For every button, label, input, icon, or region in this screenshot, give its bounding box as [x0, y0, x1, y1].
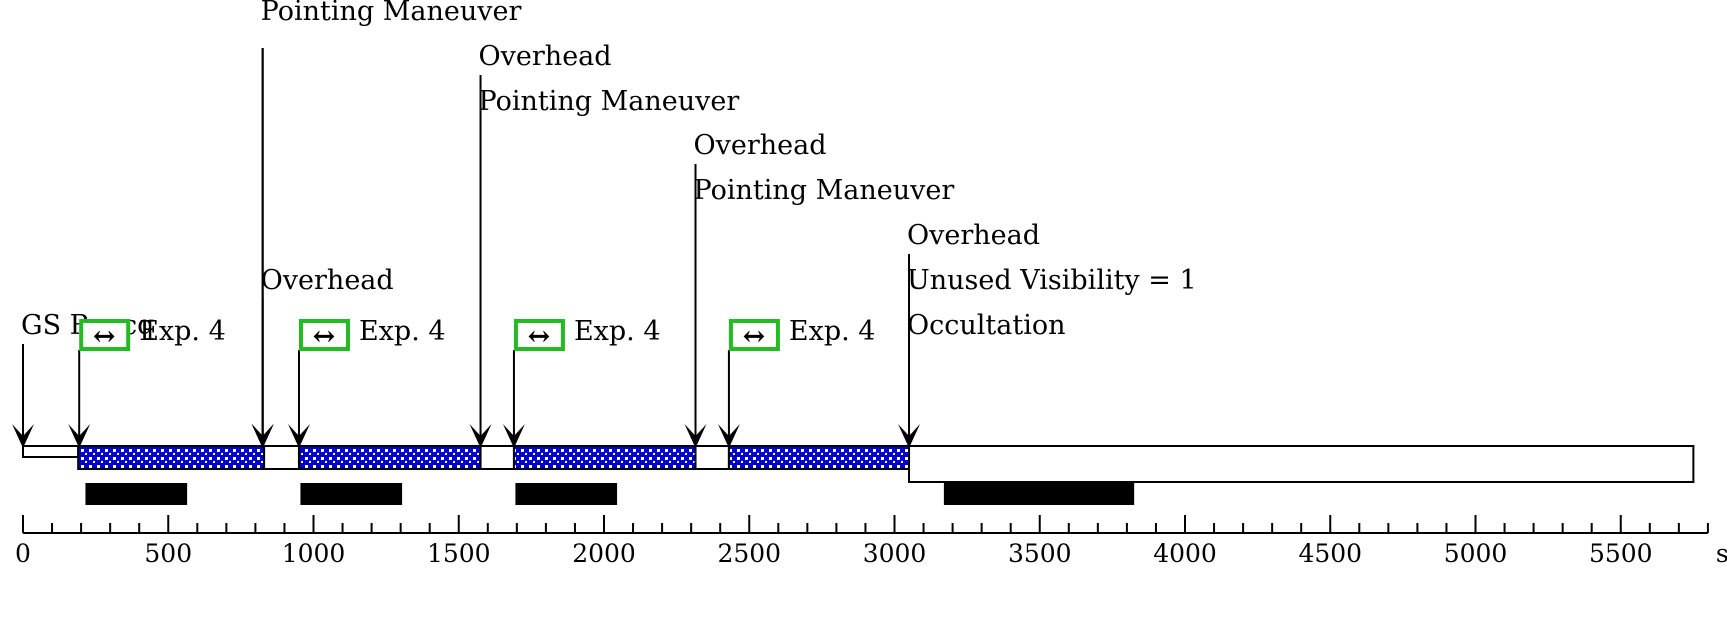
- axis-tick-label: 3500: [1008, 539, 1072, 568]
- event-label: Overhead: [261, 265, 394, 296]
- event-label: Pointing Maneuver: [479, 86, 740, 117]
- event-label: Overhead: [694, 130, 827, 161]
- exposure-arrow-icon: [502, 424, 525, 448]
- exposure-symbol-box: [79, 319, 131, 351]
- axis-tick-label: 1000: [282, 539, 346, 568]
- axis-tick-label: 500: [144, 539, 192, 568]
- exposure-label: Exp. 4: [139, 316, 226, 347]
- exposure-block: [297, 445, 482, 470]
- axis-tick-label: 0: [15, 539, 31, 568]
- event-markers: GS ReacqPointing ManeuverOverheadOverhea…: [12, 0, 1197, 448]
- double-arrow-icon: ↔: [93, 321, 116, 352]
- black-bar: [515, 483, 618, 505]
- axis-tick-label: 5500: [1589, 539, 1653, 568]
- event-label: Overhead: [907, 220, 1040, 251]
- axis-tick-label: 5000: [1444, 539, 1508, 568]
- axis-tick-label: 4000: [1153, 539, 1217, 568]
- event-label: Pointing Maneuver: [694, 175, 955, 206]
- exposure-label: Exp. 4: [359, 316, 446, 347]
- overhead-segment: [261, 445, 300, 470]
- occultation-box: [908, 445, 1695, 483]
- exposure-labels: ↔ Exp. 4 ↔ Exp. 4 ↔ Exp. 4 ↔ Exp. 4: [68, 316, 875, 448]
- exposure-symbol-box: [728, 319, 780, 351]
- event-arrow-icon: [898, 424, 921, 448]
- exposure-block: [77, 445, 266, 470]
- axis-unit-label: sec: [1716, 539, 1727, 568]
- event-arrow-icon: [684, 424, 707, 448]
- double-arrow-icon: ↔: [528, 321, 551, 352]
- exposure-block: [727, 445, 911, 470]
- exposure-arrow-icon: [717, 424, 740, 448]
- event-arrow-icon: [469, 424, 492, 448]
- black-bar: [85, 483, 188, 505]
- axis-tick-label: 1500: [427, 539, 491, 568]
- exposure-block: [512, 445, 697, 470]
- axis-tick-label: 2500: [717, 539, 781, 568]
- double-arrow-icon: ↔: [313, 321, 336, 352]
- exposure-label: Exp. 4: [574, 316, 661, 347]
- overhead-segment: [22, 445, 80, 458]
- event-arrow-icon: [12, 424, 34, 448]
- exposure-arrow-icon: [68, 424, 91, 448]
- axis-tick-label: 4500: [1298, 539, 1362, 568]
- event-label: Overhead: [479, 41, 612, 72]
- event-label: Pointing Maneuver: [261, 0, 522, 27]
- axis-tick-label: 2000: [572, 539, 636, 568]
- event-label: Unused Visibility = 1: [907, 265, 1197, 296]
- double-arrow-icon: ↔: [743, 321, 766, 352]
- axis-tick-label: 3000: [863, 539, 927, 568]
- exposure-arrow-icon: [287, 424, 310, 448]
- black-bars: [85, 483, 1135, 505]
- black-bar: [300, 483, 403, 505]
- overhead-segment: [694, 445, 730, 470]
- overhead-segment: [479, 445, 515, 470]
- event-label: Occultation: [907, 310, 1065, 341]
- exposure-symbol-box: [513, 319, 565, 351]
- black-bar: [943, 483, 1135, 505]
- exposure-blocks: [77, 445, 911, 470]
- exposure-label: Exp. 4: [789, 316, 876, 347]
- time-axis: 0 500 1000 1500 2000 2500 3000 3500 4000 4500 5000…: [15, 515, 1727, 568]
- event-arrow-icon: [251, 424, 274, 448]
- exposure-symbol-box: [298, 319, 350, 351]
